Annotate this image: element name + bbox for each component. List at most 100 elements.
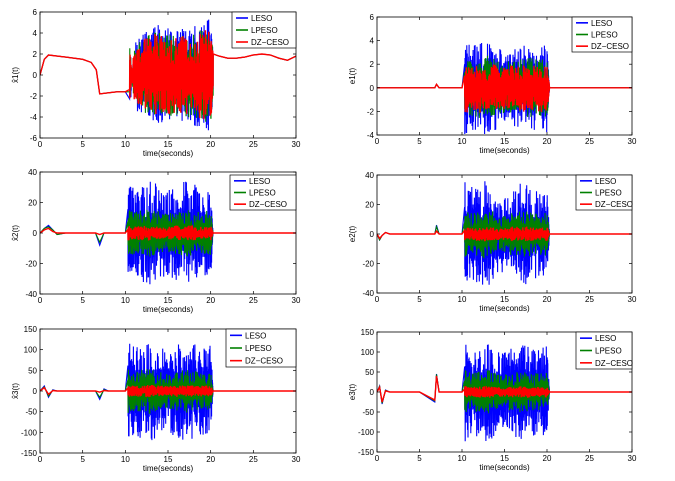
legend-label: LPESO [251, 26, 278, 35]
x-tick-label: 20 [543, 137, 552, 146]
y-tick-label: -100 [21, 428, 38, 437]
legend-label: LESO [251, 14, 272, 23]
y-tick-label: 150 [361, 328, 375, 337]
legend-label: DZ−CESO [595, 359, 633, 368]
y-tick-label: 50 [28, 366, 37, 375]
series-dzceso-line [377, 64, 632, 113]
series-dzceso-line [40, 30, 296, 120]
y-tick-label: -2 [367, 107, 375, 116]
x-tick-label: 15 [500, 295, 509, 304]
legend-label: DZ−CESO [245, 357, 283, 366]
panel-4: 0 5 10 15 20 25 30 -40 -20 0 20 40 time(seconds) e2(t… [348, 171, 637, 313]
x-tick-label: 0 [375, 454, 380, 463]
y-tick-label: -100 [358, 428, 375, 437]
y-tick-label: 20 [28, 199, 37, 208]
y-tick-label: 100 [24, 346, 38, 355]
x-tick-label: 0 [375, 295, 380, 304]
x-axis-label: time(seconds) [479, 146, 530, 155]
x-tick-label: 5 [80, 296, 85, 305]
y-tick-label: 2 [370, 60, 375, 69]
y-tick-label: 6 [370, 13, 375, 22]
y-tick-label: 0 [370, 388, 375, 397]
legend: LESO LPESO DZ−CESO [231, 11, 297, 49]
x-tick-label: 0 [375, 137, 380, 146]
x-tick-label: 25 [585, 137, 594, 146]
y-tick-label: 2 [33, 50, 38, 59]
x-tick-label: 25 [585, 454, 594, 463]
panel-6: 0 5 10 15 20 25 30 -150 -100 -50 0 50 100 150 time(sec… [348, 328, 637, 472]
legend-label: LESO [249, 177, 270, 186]
series-dzceso-line [377, 375, 632, 403]
x-tick-label: 15 [500, 454, 509, 463]
x-tick-label: 30 [628, 454, 637, 463]
x-axis-label: time(seconds) [143, 464, 194, 473]
series-dzceso-line [377, 226, 632, 242]
legend-label: LPESO [595, 189, 622, 198]
x-tick-label: 25 [585, 295, 594, 304]
x-tick-label: 15 [164, 455, 173, 464]
x-tick-label: 30 [292, 455, 301, 464]
x-tick-label: 5 [80, 455, 85, 464]
y-tick-label: -150 [21, 449, 38, 458]
x-tick-label: 10 [121, 296, 130, 305]
x-axis-label: time(seconds) [479, 304, 530, 313]
series-dzceso-line [40, 225, 296, 241]
x-tick-label: 25 [249, 455, 258, 464]
y-tick-label: 0 [370, 84, 375, 93]
legend: LESO LPESO DZ−CESO [575, 174, 633, 211]
y-tick-label: -6 [30, 134, 38, 143]
y-tick-label: -20 [25, 260, 37, 269]
x-tick-label: 30 [292, 296, 301, 305]
legend: LESO LPESO DZ−CESO [571, 16, 633, 53]
x-tick-label: 20 [206, 296, 215, 305]
legend-label: DZ−CESO [249, 200, 287, 209]
x-tick-label: 5 [417, 454, 422, 463]
y-tick-label: 100 [361, 348, 375, 357]
legend-label: LESO [595, 334, 616, 343]
y-tick-label: -50 [362, 408, 374, 417]
x-tick-label: 0 [38, 455, 43, 464]
legend-label: DZ−CESO [595, 200, 633, 209]
y-tick-label: -40 [25, 290, 37, 299]
legend-label: LPESO [249, 189, 276, 198]
x-tick-label: 5 [417, 295, 422, 304]
x-tick-label: 10 [121, 140, 130, 149]
series-dzceso-line [40, 384, 296, 397]
y-axis-label: e1(t) [348, 67, 357, 84]
y-tick-label: 4 [370, 37, 375, 46]
x-tick-label: 0 [38, 296, 43, 305]
legend-label: LPESO [245, 344, 272, 353]
x-tick-label: 25 [249, 296, 258, 305]
y-tick-label: 20 [365, 201, 374, 210]
y-tick-label: 40 [28, 168, 37, 177]
y-tick-label: -2 [30, 92, 38, 101]
legend-label: LESO [591, 19, 612, 28]
x-tick-label: 30 [628, 137, 637, 146]
legend-label: DZ−CESO [591, 42, 629, 51]
x-tick-label: 15 [500, 137, 509, 146]
x-tick-label: 10 [121, 455, 130, 464]
y-tick-label: 0 [33, 387, 38, 396]
y-axis-label: x̂3(t) [11, 383, 20, 399]
y-axis-label: e2(t) [348, 225, 357, 242]
x-tick-label: 20 [543, 295, 552, 304]
panel-1: 0 5 10 15 20 25 30 -6 -4 -2 0 2 4 6 time(seconds) x̂1(t… [11, 8, 301, 158]
legend-label: LESO [595, 177, 616, 186]
y-tick-label: -150 [358, 448, 375, 457]
legend-label: DZ−CESO [251, 38, 289, 47]
panel-3: 0 5 10 15 20 25 30 -40 -20 0 20 40 time(seconds) x̂2(… [11, 168, 301, 314]
y-tick-label: 0 [370, 230, 375, 239]
y-tick-label: 0 [33, 229, 38, 238]
y-tick-label: 0 [33, 71, 38, 80]
x-axis-label: time(seconds) [479, 463, 530, 472]
x-tick-label: 0 [38, 140, 43, 149]
y-tick-label: -50 [25, 408, 37, 417]
x-tick-label: 30 [292, 140, 301, 149]
y-tick-label: 6 [33, 8, 38, 17]
x-tick-label: 15 [164, 296, 173, 305]
legend: LESO LPESO DZ−CESO [225, 328, 297, 368]
y-tick-label: -20 [362, 260, 374, 269]
x-tick-label: 5 [80, 140, 85, 149]
y-tick-label: 40 [365, 171, 374, 180]
